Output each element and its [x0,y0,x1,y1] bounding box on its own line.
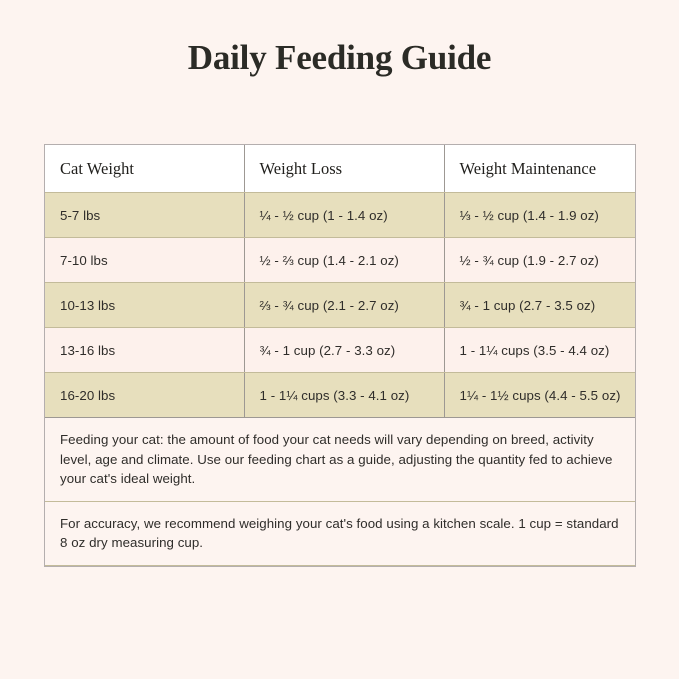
table-row: 5-7 lbs ¼ - ½ cup (1 - 1.4 oz) ⅓ - ½ cup… [45,192,635,238]
feeding-note-accuracy: For accuracy, we recommend weighing your… [45,501,635,566]
table-row: 13-16 lbs ¾ - 1 cup (2.7 - 3.3 oz) 1 - 1… [45,327,635,373]
note-row: Feeding your cat: the amount of food you… [45,417,635,502]
table-row: 10-13 lbs ⅔ - ¾ cup (2.1 - 2.7 oz) ¾ - 1… [45,282,635,328]
cell-weight-maintenance: ¾ - 1 cup (2.7 - 3.5 oz) [444,282,635,328]
cell-weight-maintenance: 1 - 1¼ cups (3.5 - 4.4 oz) [444,327,635,373]
feeding-note-primary: Feeding your cat: the amount of food you… [45,417,635,502]
table-row: 16-20 lbs 1 - 1¼ cups (3.3 - 4.1 oz) 1¼ … [45,372,635,418]
cell-weight-maintenance: ⅓ - ½ cup (1.4 - 1.9 oz) [444,192,635,238]
cell-weight-loss: ¼ - ½ cup (1 - 1.4 oz) [244,192,445,238]
table-header-row: Cat Weight Weight Loss Weight Maintenanc… [45,145,635,193]
column-header-cat-weight: Cat Weight [45,145,245,193]
column-header-weight-maintenance: Weight Maintenance [444,145,635,193]
table-row: 7-10 lbs ½ - ⅔ cup (1.4 - 2.1 oz) ½ - ¾ … [45,237,635,283]
note-row: For accuracy, we recommend weighing your… [45,501,635,566]
cell-weight-maintenance: ½ - ¾ cup (1.9 - 2.7 oz) [444,237,635,283]
column-header-weight-loss: Weight Loss [244,145,445,193]
cell-cat-weight: 7-10 lbs [45,237,245,283]
cell-cat-weight: 5-7 lbs [45,192,245,238]
feeding-guide-table: Cat Weight Weight Loss Weight Maintenanc… [45,145,635,566]
feeding-guide-table-container: Cat Weight Weight Loss Weight Maintenanc… [44,144,636,567]
cell-cat-weight: 16-20 lbs [45,372,245,418]
cell-cat-weight: 13-16 lbs [45,327,245,373]
table-header: Cat Weight Weight Loss Weight Maintenanc… [45,145,635,193]
cell-weight-maintenance: 1¼ - 1½ cups (4.4 - 5.5 oz) [444,372,635,418]
cell-weight-loss: ⅔ - ¾ cup (2.1 - 2.7 oz) [244,282,445,328]
cell-weight-loss: ½ - ⅔ cup (1.4 - 2.1 oz) [244,237,445,283]
page-title: Daily Feeding Guide [187,38,492,77]
cell-weight-loss: ¾ - 1 cup (2.7 - 3.3 oz) [244,327,445,373]
table-body: 5-7 lbs ¼ - ½ cup (1 - 1.4 oz) ⅓ - ½ cup… [45,192,635,566]
cell-weight-loss: 1 - 1¼ cups (3.3 - 4.1 oz) [244,372,445,418]
cell-cat-weight: 10-13 lbs [45,282,245,328]
